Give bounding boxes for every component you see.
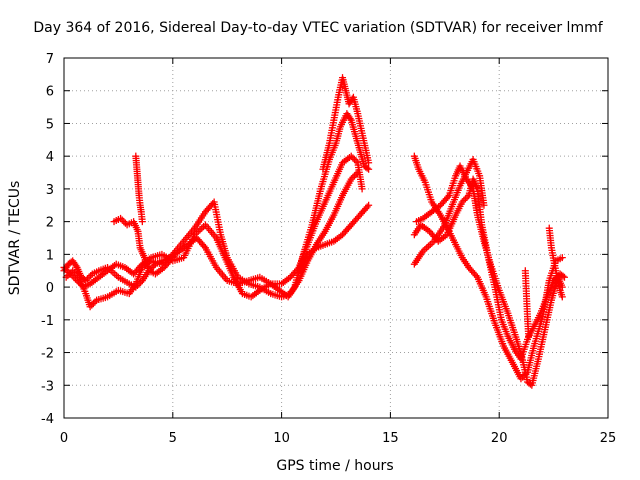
- data-point: [138, 218, 146, 226]
- data-point: [347, 175, 355, 183]
- data-markers: [60, 74, 568, 389]
- data-point: [89, 299, 97, 307]
- series-track-e: [110, 214, 177, 278]
- data-point: [117, 214, 125, 222]
- data-point: [137, 278, 145, 286]
- data-point: [74, 272, 82, 280]
- data-point: [148, 263, 156, 271]
- series-track-g: [319, 74, 373, 173]
- series-track-f: [132, 152, 146, 226]
- data-point: [69, 267, 77, 275]
- data-point: [444, 193, 452, 201]
- y-tick-label: -4: [41, 412, 54, 427]
- data-point: [72, 270, 80, 278]
- data-point: [559, 272, 567, 280]
- data-point: [349, 154, 357, 162]
- series-track-m: [545, 224, 566, 301]
- x-tick-label: 20: [491, 431, 508, 446]
- data-point: [363, 203, 371, 211]
- y-axis-label: SDTVAR / TECUs: [7, 181, 23, 296]
- data-point: [87, 272, 95, 280]
- data-point: [86, 303, 94, 311]
- y-tick-label: 4: [46, 150, 54, 165]
- series-track-b: [60, 152, 366, 301]
- data-point: [352, 170, 360, 178]
- data-point: [472, 272, 480, 280]
- data-point: [65, 270, 73, 278]
- y-tick-label: 0: [46, 281, 54, 296]
- data-point: [558, 293, 566, 301]
- data-point: [460, 196, 468, 204]
- x-tick-label: 5: [169, 431, 177, 446]
- data-point: [558, 254, 566, 262]
- y-tick-label: -3: [41, 379, 54, 394]
- data-point: [365, 159, 373, 167]
- data-point: [167, 255, 175, 263]
- y-tick-label: 5: [46, 117, 54, 132]
- data-point: [463, 193, 471, 201]
- data-point: [458, 198, 466, 206]
- y-tick-label: -1: [41, 314, 54, 329]
- data-point: [346, 115, 354, 123]
- series-track-c: [62, 169, 362, 311]
- data-point: [85, 273, 93, 281]
- series-track-d: [295, 201, 373, 275]
- data-point: [200, 242, 208, 250]
- x-tick-label: 15: [382, 431, 399, 446]
- y-tick-label: 2: [46, 216, 54, 231]
- data-point: [365, 201, 373, 209]
- data-point: [363, 164, 371, 172]
- data-point: [91, 298, 99, 306]
- data-point: [169, 254, 177, 262]
- data-point: [517, 375, 525, 383]
- data-point: [525, 332, 533, 340]
- plot-frame: [63, 57, 609, 419]
- grid-lines: [64, 58, 608, 418]
- y-tick-label: -2: [41, 347, 54, 362]
- y-tick-label: 3: [46, 183, 54, 198]
- y-tick-label: 1: [46, 248, 54, 263]
- data-point: [365, 165, 373, 173]
- data-point: [354, 169, 362, 177]
- data-point: [560, 273, 568, 281]
- data-point: [350, 155, 358, 163]
- data-point: [461, 195, 469, 203]
- data-point: [352, 157, 360, 165]
- x-tick-label: 0: [60, 431, 68, 446]
- series-track-j: [410, 175, 568, 363]
- data-point: [72, 262, 80, 270]
- y-tick-label: 7: [46, 52, 54, 67]
- data-point: [83, 275, 91, 283]
- series-track-l: [521, 267, 533, 340]
- y-tick-label: 6: [46, 85, 54, 100]
- axis-ticks: 0 5 10 15 20 25 -4 -3 -2 -1 0 1 2 3 4 5 6 7: [41, 52, 616, 446]
- series-track-k: [410, 155, 488, 268]
- series-track-i: [413, 162, 566, 389]
- data-point: [480, 201, 488, 209]
- data-point: [358, 185, 366, 193]
- data-point: [349, 173, 357, 181]
- data-point: [120, 218, 128, 226]
- x-tick-label: 10: [273, 431, 290, 446]
- x-tick-label: 25: [600, 431, 617, 446]
- data-point: [62, 265, 70, 273]
- data-point: [64, 272, 72, 280]
- x-axis-label: GPS time / hours: [276, 458, 393, 474]
- data-point: [118, 216, 126, 224]
- data-point: [88, 301, 96, 309]
- chart-title: Day 364 of 2016, Sidereal Day-to-day VTE…: [33, 20, 603, 36]
- data-point: [347, 152, 355, 160]
- data-point: [70, 268, 78, 276]
- data-point: [350, 172, 358, 180]
